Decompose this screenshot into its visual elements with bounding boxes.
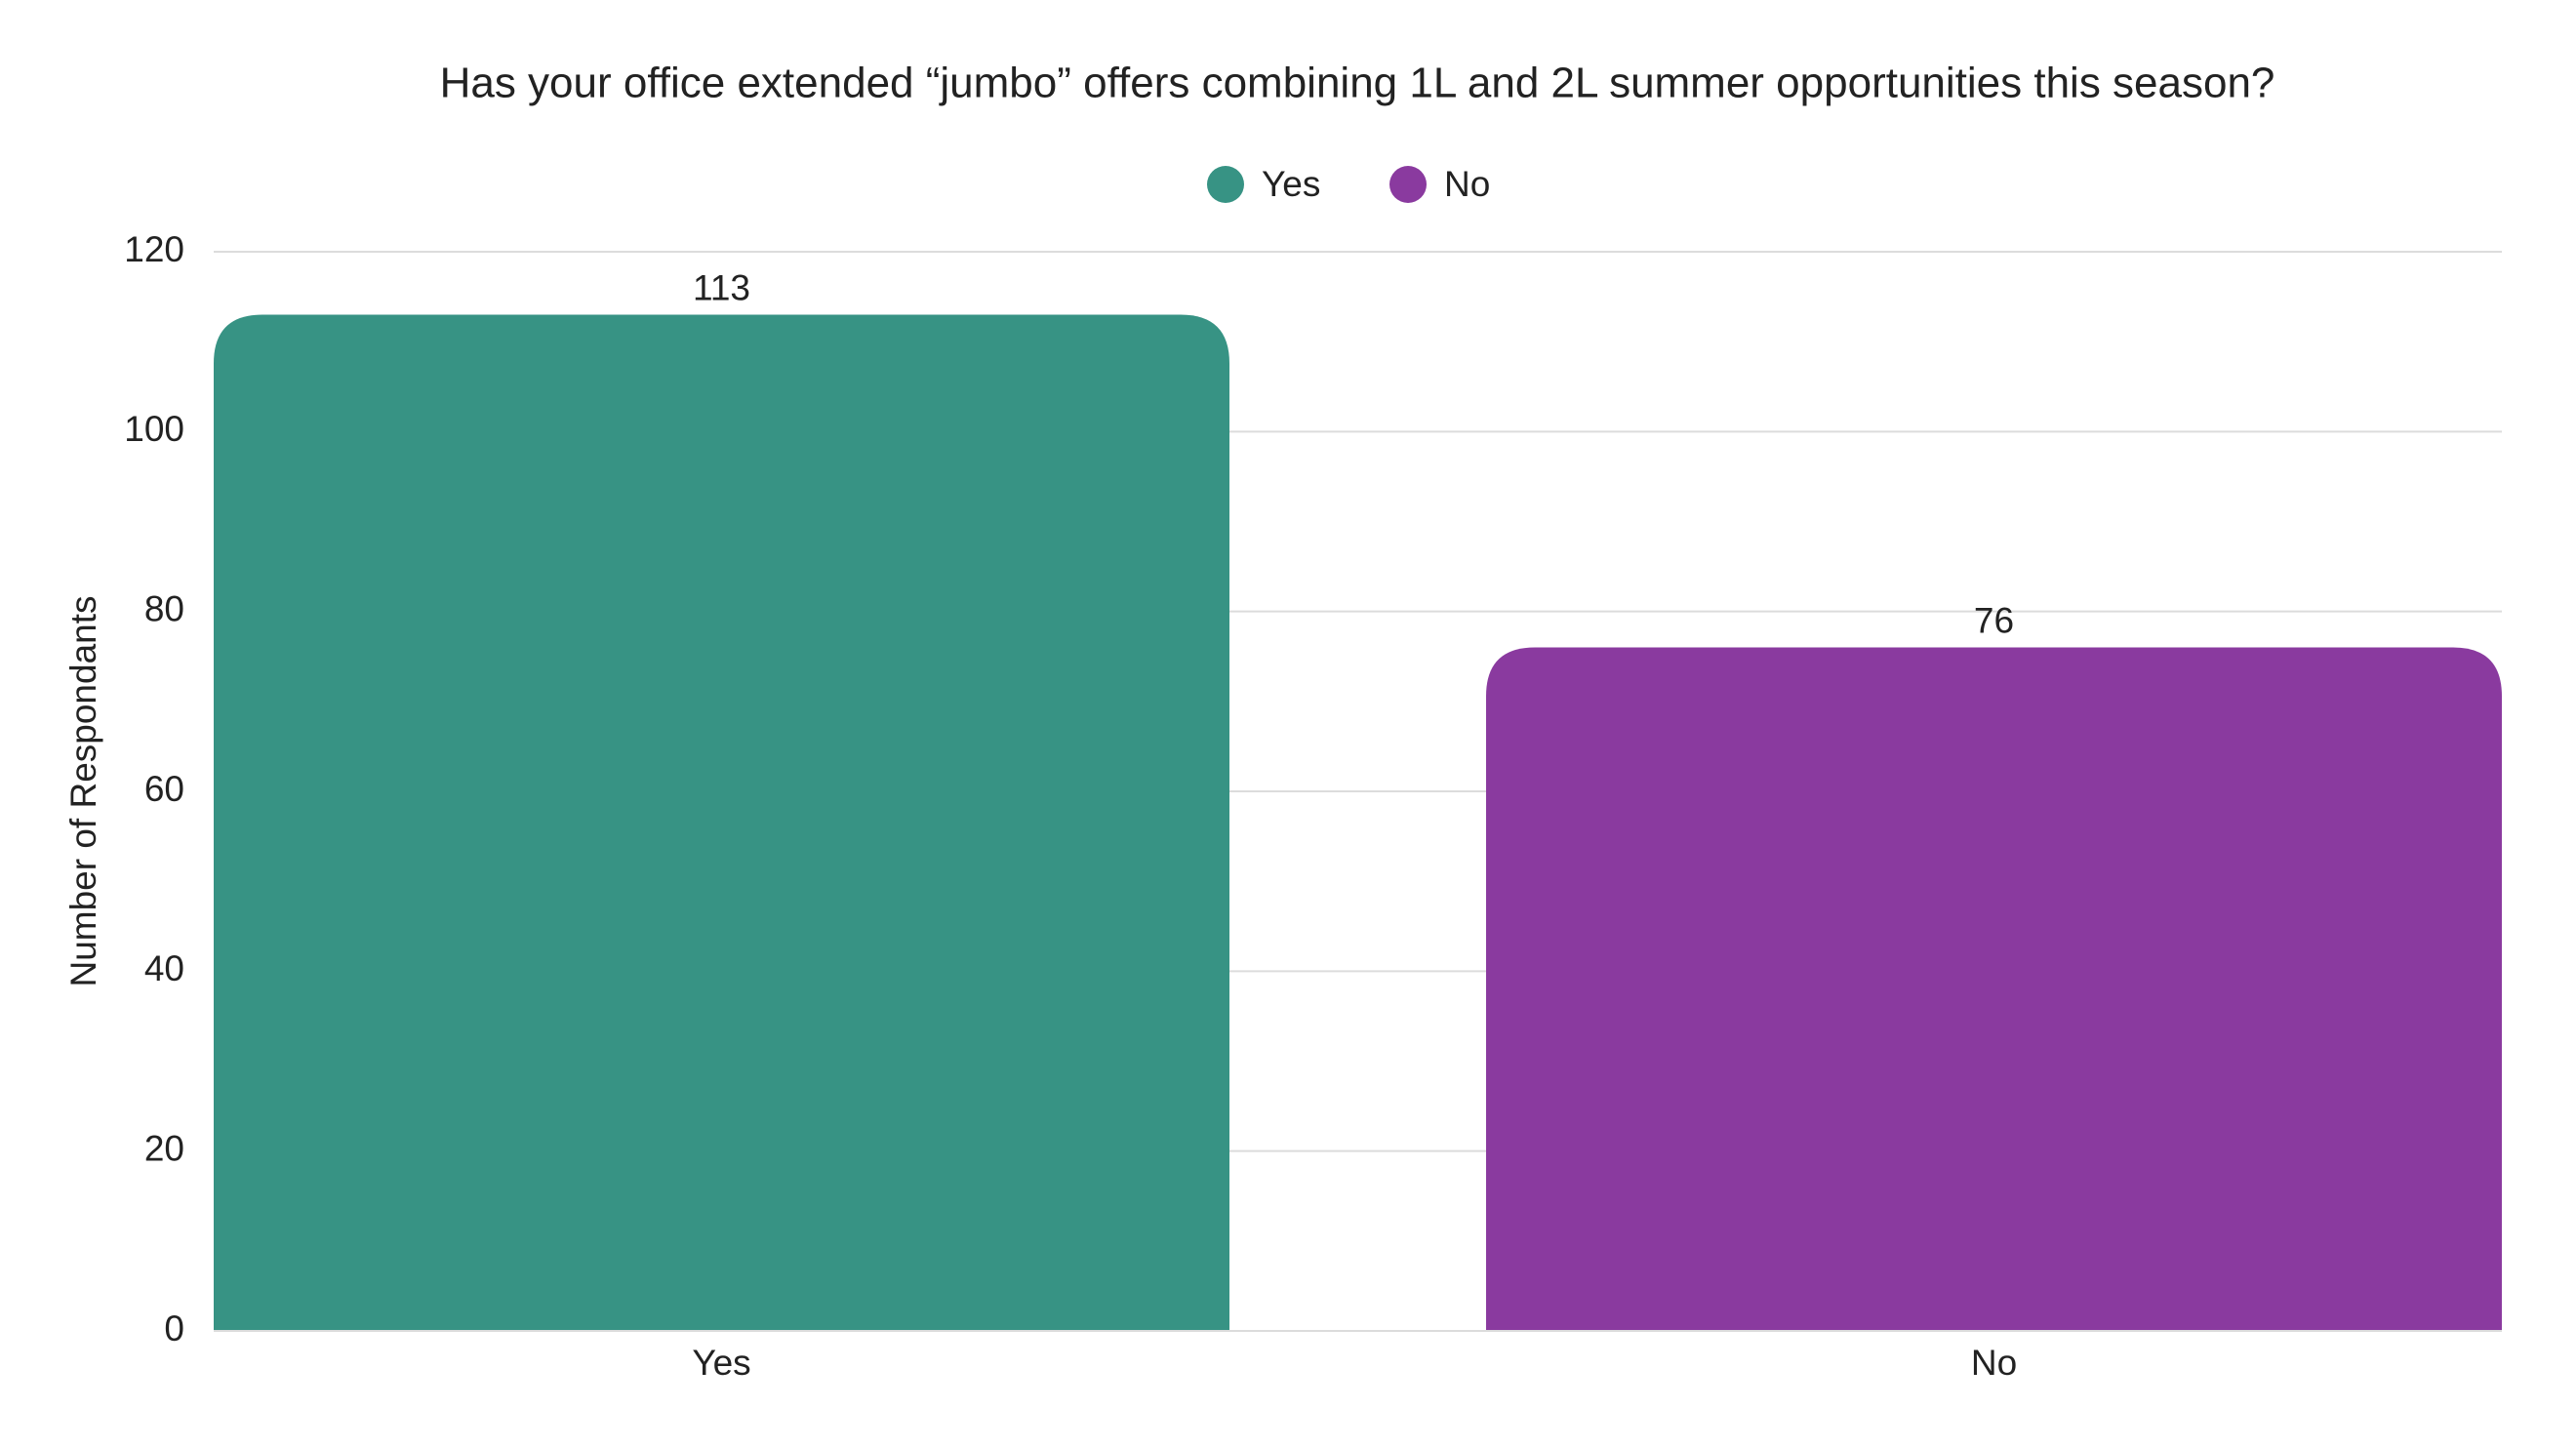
data-label: 76 (1974, 600, 2014, 640)
y-tick-label: 60 (144, 769, 184, 809)
y-axis-label: Number of Respondants (63, 595, 103, 986)
y-tick-label: 80 (144, 588, 184, 628)
legend-label: Yes (1262, 164, 1320, 204)
chart-title: Has your office extended “jumbo” offers … (440, 60, 2275, 107)
y-tick-label: 0 (164, 1308, 184, 1348)
y-tick-label: 100 (124, 409, 184, 449)
y-tick-label: 40 (144, 948, 184, 988)
x-tick-label: No (1971, 1343, 2017, 1383)
legend-label: No (1444, 164, 1490, 204)
legend-swatch (1389, 166, 1427, 203)
y-tick-label: 20 (144, 1128, 184, 1168)
y-tick-label: 120 (124, 229, 184, 269)
legend-swatch (1207, 166, 1244, 203)
bar (214, 314, 1229, 1332)
bar (1486, 647, 2502, 1331)
data-label: 113 (693, 267, 750, 307)
x-tick-label: Yes (692, 1343, 750, 1383)
